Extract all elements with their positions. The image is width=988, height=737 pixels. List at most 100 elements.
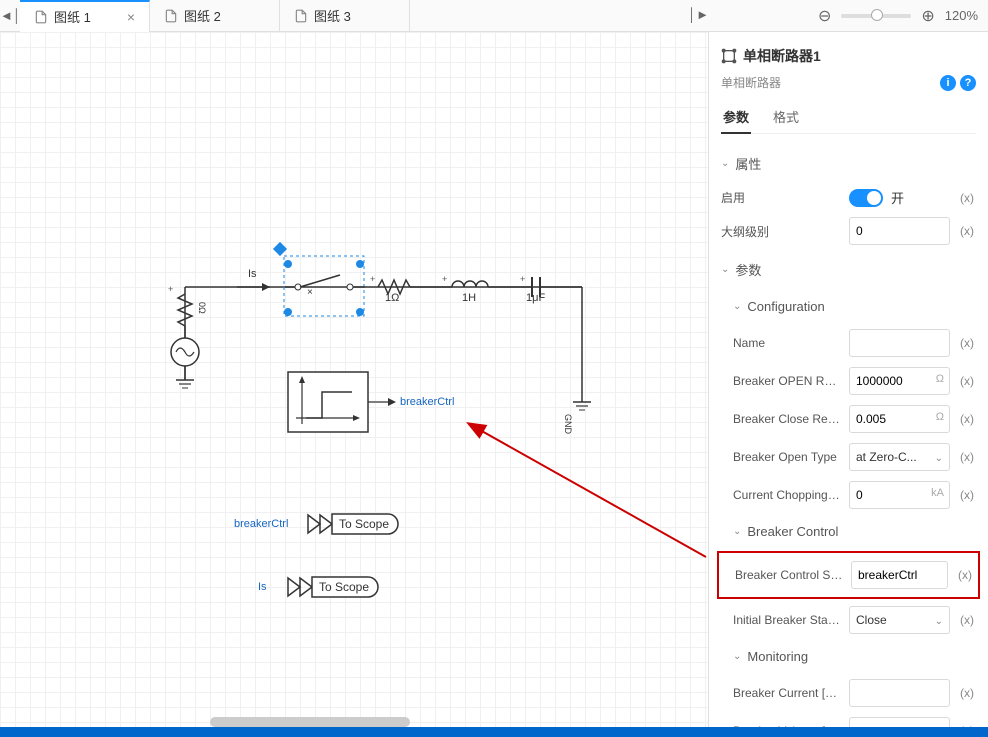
toggle-state-label: 开 (891, 188, 904, 207)
prop-breaker-current: Breaker Current [kA] (x) (721, 674, 976, 712)
capacitor-label: 1μF (526, 292, 545, 304)
section-title: Configuration (747, 299, 824, 314)
canvas[interactable]: × + + + + (0, 32, 708, 737)
panel-title: 单相断路器1 (743, 46, 821, 66)
panel-subtitle: 单相断路器 (721, 74, 781, 91)
inductor-label: 1H (462, 292, 476, 304)
chevron-down-icon: ⌄ (721, 158, 729, 169)
zoom-out-icon[interactable]: ⊖ (818, 6, 831, 26)
zoom-in-icon[interactable]: ⊕ (921, 6, 934, 26)
expr-button[interactable]: (x) (958, 686, 976, 700)
section-configuration[interactable]: ⌄ Configuration (721, 289, 976, 324)
chevron-down-icon: ⌄ (935, 453, 943, 464)
section-title: 属性 (735, 154, 761, 173)
component-icon (721, 48, 737, 64)
zoom-controls: ⊖ ⊕ 120% (808, 6, 988, 26)
chevron-down-icon: ⌄ (935, 616, 943, 627)
prop-label: Name (721, 336, 841, 350)
enable-toggle[interactable] (849, 189, 883, 207)
chevron-down-icon: ⌄ (733, 301, 741, 312)
prop-label: 大纲级别 (721, 223, 841, 240)
chopping-input[interactable] (849, 481, 950, 509)
open-resistance-input[interactable] (849, 367, 950, 395)
expr-button[interactable]: (x) (956, 568, 974, 582)
info-icon[interactable]: i (940, 75, 956, 91)
prop-open-resistance: Breaker OPEN Resi... Ω (x) (721, 362, 976, 400)
tab-label: 图纸 2 (184, 6, 221, 25)
prop-close-resistance: Breaker Close Resi... Ω (x) (721, 400, 976, 438)
zoom-slider[interactable] (841, 14, 911, 18)
expr-button[interactable]: (x) (958, 224, 976, 238)
tab-label: 图纸 3 (314, 6, 351, 25)
ground-label: GND (563, 414, 573, 434)
expr-button[interactable]: (x) (958, 613, 976, 627)
expr-button[interactable]: (x) (958, 450, 976, 464)
tab-format[interactable]: 格式 (771, 101, 801, 133)
svg-text:+: + (442, 274, 447, 284)
current-label: Is (248, 268, 257, 280)
expr-button[interactable]: (x) (958, 488, 976, 502)
section-attributes[interactable]: ⌄ 属性 (721, 144, 976, 183)
zoom-thumb[interactable] (871, 9, 883, 21)
zoom-level: 120% (945, 8, 978, 23)
highlighted-property: Breaker Control Sig... (x) (717, 551, 980, 599)
schematic: × + + + + (0, 32, 708, 732)
prop-label: Current Chopping L... (721, 488, 841, 502)
select-value: at Zero-C... (856, 450, 917, 464)
section-breaker-control[interactable]: ⌄ Breaker Control (721, 514, 976, 549)
svg-text:×: × (307, 287, 313, 298)
properties-panel: 单相断路器1 单相断路器 i ? 参数 格式 ⌄ 属性 启用 开 (x) (708, 32, 988, 737)
expr-button[interactable]: (x) (958, 412, 976, 426)
scope-block-2-label: To Scope (319, 580, 369, 594)
prop-enable: 启用 开 (x) (721, 183, 976, 212)
close-resistance-input[interactable] (849, 405, 950, 433)
section-title: Breaker Control (747, 524, 838, 539)
tab-sheet-1[interactable]: 图纸 1 × (20, 0, 150, 32)
panel-tabs: 参数 格式 (721, 101, 976, 134)
scope-block-1-label: To Scope (339, 517, 389, 531)
tab-nav-prev[interactable]: ◄│ (0, 8, 20, 23)
tab-bar: ◄│ 图纸 1 × 图纸 2 图纸 3 ⊖ ⊕ 120% (0, 0, 988, 32)
signal-output-label: breakerCtrl (400, 396, 454, 408)
open-type-select[interactable]: at Zero-C... ⌄ (849, 443, 950, 471)
prop-open-type: Breaker Open Type at Zero-C... ⌄ (x) (721, 438, 976, 476)
outline-level-input[interactable] (849, 217, 950, 245)
status-bar (0, 727, 988, 737)
chevron-down-icon: ⌄ (721, 264, 729, 275)
breaker-current-input[interactable] (849, 679, 950, 707)
prop-label: Breaker OPEN Resi... (721, 374, 841, 388)
initial-status-select[interactable]: Close ⌄ (849, 606, 950, 634)
prop-initial-status: Initial Breaker Status Close ⌄ (x) (721, 601, 976, 639)
prop-name: Name (x) (721, 324, 976, 362)
expr-button[interactable]: (x) (958, 336, 976, 350)
tab-params[interactable]: 参数 (721, 101, 751, 134)
prop-label: Breaker Close Resi... (721, 412, 841, 426)
section-monitoring[interactable]: ⌄ Monitoring (721, 639, 976, 674)
prop-label: Breaker Open Type (721, 450, 841, 464)
panel-header: 单相断路器1 (721, 42, 976, 70)
close-icon[interactable]: × (127, 9, 135, 25)
panel-subtitle-row: 单相断路器 i ? (721, 70, 976, 101)
control-signal-input[interactable] (851, 561, 948, 589)
select-value: Close (856, 613, 887, 627)
prop-label: 启用 (721, 189, 841, 206)
svg-text:+: + (520, 274, 525, 284)
expr-button[interactable]: (x) (958, 191, 976, 205)
chevron-down-icon: ⌄ (733, 651, 741, 662)
tab-sheet-2[interactable]: 图纸 2 (150, 0, 280, 32)
svg-text:+: + (168, 284, 173, 294)
section-title: Monitoring (747, 649, 808, 664)
name-input[interactable] (849, 329, 950, 357)
chevron-down-icon: ⌄ (733, 526, 741, 537)
scope-input-2-label: Is (258, 581, 267, 593)
expr-button[interactable]: (x) (958, 374, 976, 388)
prop-outline-level: 大纲级别 (x) (721, 212, 976, 250)
tab-sheet-3[interactable]: 图纸 3 (280, 0, 410, 32)
tab-nav-next[interactable]: │► (688, 7, 709, 22)
horizontal-scrollbar[interactable] (210, 717, 410, 727)
section-params[interactable]: ⌄ 参数 (721, 250, 976, 289)
prop-label: Breaker Control Sig... (723, 568, 843, 582)
help-icon[interactable]: ? (960, 75, 976, 91)
tab-label: 图纸 1 (54, 7, 91, 26)
prop-label: Initial Breaker Status (721, 613, 841, 627)
